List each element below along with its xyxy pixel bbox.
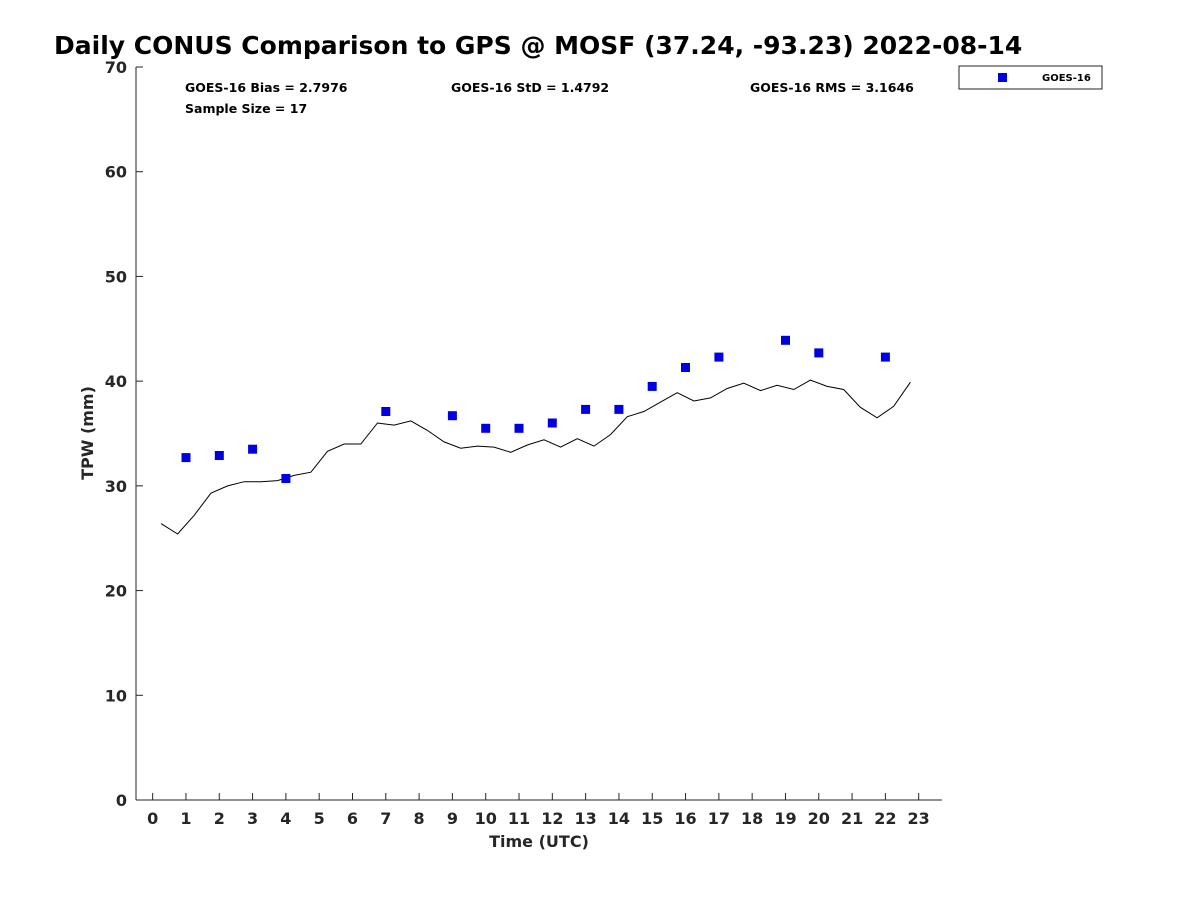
stat-rms: GOES-16 RMS = 3.1646: [750, 80, 914, 95]
goes16-data-point: [248, 444, 258, 454]
x-tick-label: 14: [608, 809, 630, 828]
x-tick-label: 8: [414, 809, 425, 828]
y-axis-ticks: 0 10 20 30 40 50 60 70: [105, 58, 143, 810]
goes16-data-point: [814, 348, 824, 358]
x-tick-label: 13: [574, 809, 596, 828]
y-tick-label: 50: [105, 267, 127, 286]
x-tick-label: 15: [641, 809, 663, 828]
y-tick-label: 40: [105, 372, 127, 391]
goes16-data-point: [647, 381, 657, 391]
x-tick-label: 3: [247, 809, 258, 828]
x-tick-label: 0: [147, 809, 158, 828]
x-tick-label: 22: [874, 809, 896, 828]
x-tick-label: 20: [808, 809, 830, 828]
goes16-data-point: [880, 352, 890, 362]
goes16-data-point: [614, 404, 624, 414]
legend: GOES-16: [958, 65, 1103, 90]
y-tick-label: 70: [105, 58, 127, 77]
y-tick-label: 60: [105, 163, 127, 182]
x-tick-label: 21: [841, 809, 863, 828]
x-tick-label: 4: [280, 809, 291, 828]
goes16-data-point: [714, 352, 724, 362]
stats-annotations: GOES-16 Bias = 2.7976 GOES-16 StD = 1.47…: [185, 80, 914, 116]
y-tick-label: 10: [105, 686, 127, 705]
legend-marker-goes16: [998, 73, 1007, 82]
x-tick-label: 7: [380, 809, 391, 828]
x-axis-ticks: 0 1 2 3 4 5 6 7 8 9 10 11 12 13 14 15 16 17 18 19 20 21 22 23: [147, 793, 930, 828]
x-tick-label: 18: [741, 809, 763, 828]
legend-box: [958, 65, 1103, 90]
chart-title: Daily CONUS Comparison to GPS @ MOSF (37…: [54, 31, 1022, 60]
x-tick-label: 9: [447, 809, 458, 828]
goes16-data-point: [514, 423, 524, 433]
goes16-data-point: [447, 411, 457, 421]
x-tick-label: 16: [674, 809, 696, 828]
x-tick-label: 23: [908, 809, 930, 828]
stat-std: GOES-16 StD = 1.4792: [451, 80, 609, 95]
goes16-data-point: [481, 423, 491, 433]
x-tick-label: 19: [774, 809, 796, 828]
x-tick-label: 10: [475, 809, 497, 828]
x-tick-label: 17: [708, 809, 730, 828]
goes16-data-point: [681, 363, 690, 372]
goes16-data-point: [214, 451, 224, 460]
x-tick-label: 6: [347, 809, 358, 828]
x-tick-label: 11: [508, 809, 530, 828]
goes16-data-point: [781, 335, 790, 345]
goes16-data-point: [381, 407, 391, 416]
stat-sample-size: Sample Size = 17: [185, 101, 307, 116]
series-layer: [160, 335, 911, 535]
x-tick-label: 2: [214, 809, 225, 828]
stat-bias: GOES-16 Bias = 2.7976: [185, 80, 348, 95]
y-tick-label: 0: [116, 791, 127, 810]
y-tick-label: 30: [105, 477, 127, 496]
x-tick-label: 12: [541, 809, 563, 828]
y-tick-label: 20: [105, 582, 127, 601]
y-axis-label: TPW (mm): [78, 386, 97, 480]
x-tick-label: 1: [180, 809, 191, 828]
x-tick-label: 5: [314, 809, 325, 828]
legend-label-goes16: GOES-16: [1042, 73, 1091, 84]
goes16-data-point: [181, 453, 191, 463]
goes16-data-point: [581, 404, 591, 414]
goes16-data-point: [281, 474, 291, 483]
goes16-data-point: [547, 418, 557, 428]
x-axis-label: Time (UTC): [489, 832, 589, 851]
